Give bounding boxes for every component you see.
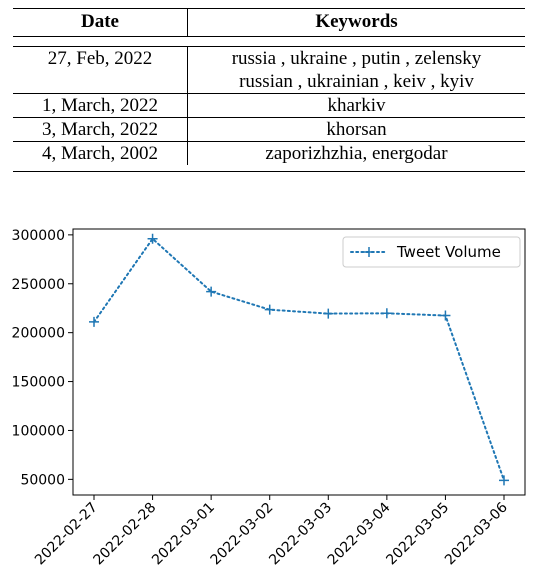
data-point-marker bbox=[381, 308, 392, 319]
row-keywords: russia , ukraine , putin , zelensky russ… bbox=[188, 47, 525, 93]
row-keywords: khorsan bbox=[188, 118, 525, 141]
keywords-line: russia , ukraine , putin , zelensky bbox=[231, 48, 482, 69]
keywords-line: kharkiv bbox=[327, 95, 386, 116]
row-keywords: kharkiv bbox=[188, 94, 525, 117]
y-tick-label: 150000 bbox=[12, 375, 65, 391]
table-header-row: Date Keywords bbox=[13, 9, 525, 36]
y-tick-label: 250000 bbox=[12, 277, 65, 293]
keywords-table: Date Keywords 27, Feb, 2022 russia , ukr… bbox=[13, 8, 525, 172]
row-date: 3, March, 2022 bbox=[13, 118, 188, 141]
data-point-marker bbox=[323, 308, 334, 319]
series-line bbox=[93, 237, 505, 482]
header-date: Date bbox=[13, 9, 188, 36]
legend-marker-swatch bbox=[364, 247, 374, 257]
legend-box bbox=[342, 236, 521, 268]
row-date: 27, Feb, 2022 bbox=[13, 47, 188, 93]
legend-label: Tweet Volume bbox=[396, 243, 501, 261]
keywords-line: zaporizhzhia, energodar bbox=[265, 143, 448, 164]
data-point-marker bbox=[206, 286, 217, 297]
table-row: 3, March, 2022 khorsan bbox=[13, 118, 525, 141]
table-row: 4, March, 2002 zaporizhzhia, energodar bbox=[13, 142, 525, 165]
header-keywords: Keywords bbox=[315, 11, 398, 32]
table-header-rule bbox=[13, 36, 525, 37]
table-body-top-rule bbox=[13, 46, 525, 47]
row-date: 4, March, 2002 bbox=[13, 142, 188, 165]
plot-frame bbox=[72, 228, 526, 496]
row-divider bbox=[13, 117, 525, 118]
keywords-line: khorsan bbox=[326, 119, 387, 140]
row-divider bbox=[13, 93, 525, 94]
table-row: 1, March, 2022 kharkiv bbox=[13, 94, 525, 117]
y-tick-label: 100000 bbox=[12, 423, 65, 439]
y-tick-label: 200000 bbox=[12, 326, 65, 342]
data-point-marker bbox=[264, 304, 275, 315]
data-point-marker bbox=[89, 316, 99, 327]
row-keywords: zaporizhzhia, energodar bbox=[188, 142, 525, 165]
row-divider bbox=[13, 141, 525, 142]
data-point-marker bbox=[440, 310, 451, 321]
row-date: 1, March, 2022 bbox=[13, 94, 188, 117]
keywords-line: russian , ukrainian , keiv , kyiv bbox=[239, 71, 474, 92]
y-tick-label: 300000 bbox=[12, 228, 65, 244]
table-bottom-rule bbox=[13, 171, 525, 172]
x-tick-label: 2022-03-06 bbox=[442, 499, 511, 568]
table-top-rule bbox=[13, 8, 525, 9]
y-tick-label: 50000 bbox=[20, 472, 65, 488]
table-row: 27, Feb, 2022 russia , ukraine , putin ,… bbox=[13, 47, 525, 93]
data-point-marker bbox=[147, 233, 158, 244]
data-point-marker bbox=[499, 475, 509, 486]
